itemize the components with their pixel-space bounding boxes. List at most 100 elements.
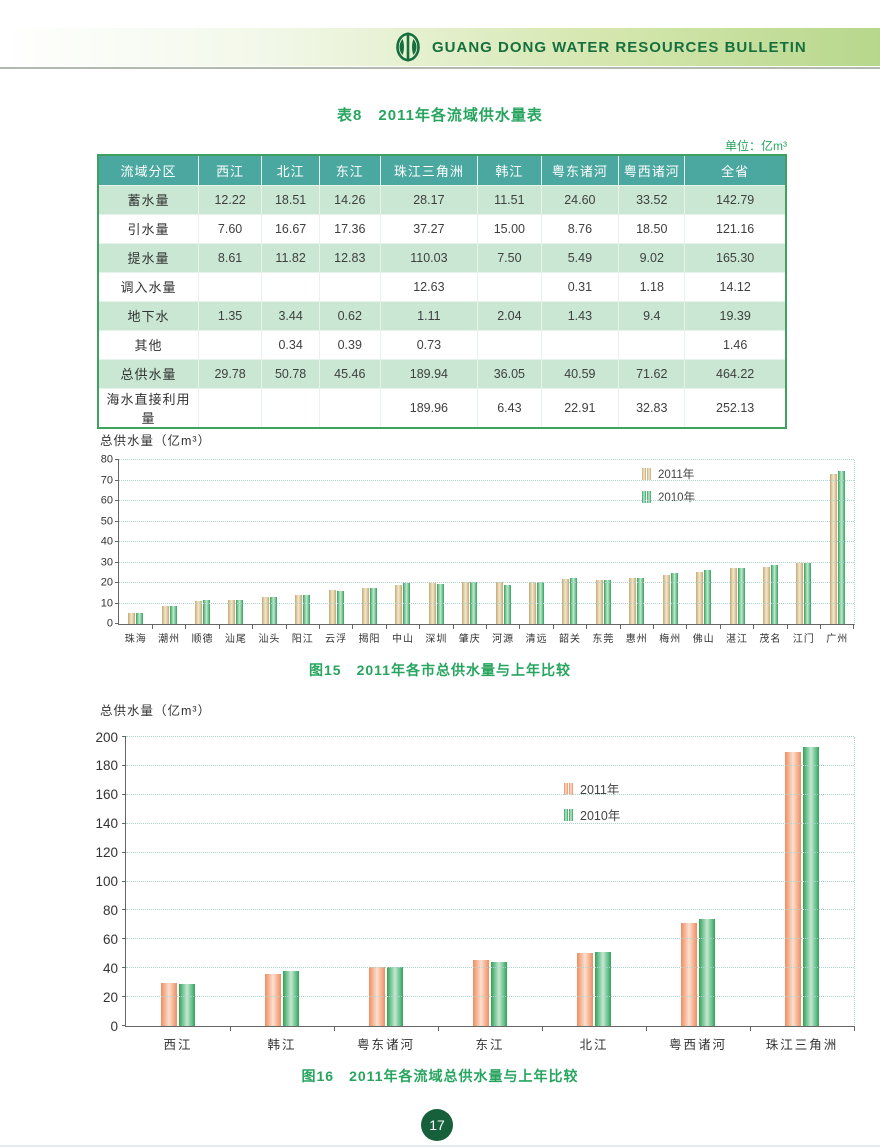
- table-row: 地下水 1.35 3.44 0.62 1.11 2.04 1.43 9.4 19.39: [97, 300, 787, 331]
- bar-2010年: [169, 605, 177, 624]
- bar-2010年: [136, 612, 144, 624]
- bar-2011年: [662, 574, 670, 624]
- legend-swatch-icon: [564, 782, 573, 795]
- table-cell: 0.31: [540, 271, 620, 302]
- column-header: 珠江三角洲: [379, 154, 479, 186]
- fig15-bars: 珠海 潮州 顺德 汕尾 汕头 阳江 云浮 揭阳 中山 深圳 肇庆 河源 清远 韶关 东莞 惠州 梅州 佛山 湛江 茂名…: [119, 460, 855, 645]
- bar-group: 粤东诸河: [334, 737, 439, 1052]
- table-cell: 0.73: [379, 329, 479, 360]
- bar-2011年: [577, 952, 593, 1026]
- column-header: 粤东诸河: [540, 154, 620, 186]
- table-cell: 464.22: [684, 358, 787, 389]
- x-axis-category-label: 粤西诸河: [668, 1038, 728, 1052]
- y-axis-tick-label: 140: [95, 815, 118, 831]
- legend-label: 2011年: [658, 469, 695, 481]
- x-axis-tick: [541, 1026, 543, 1031]
- table-cell: 3.44: [261, 300, 320, 331]
- y-axis-tick-label: 60: [102, 931, 118, 947]
- table-cell: 189.94: [379, 358, 479, 389]
- x-axis-tick: [586, 624, 588, 629]
- table-row: 海水直接利用量 189.96 6.43 22.91 32.83 252.13: [97, 387, 787, 428]
- legend-swatch-icon: [642, 468, 651, 480]
- row-label: 其他: [97, 329, 199, 360]
- fig16-plot-area: 西江 韩江 粤东诸河 东江 北江 粤西诸河 珠江三角洲 2011年 2010年 0 20 40 60…: [95, 730, 855, 1052]
- bar-2011年: [265, 973, 281, 1026]
- x-axis-tick: [252, 624, 254, 629]
- table-cell: 12.63: [379, 271, 479, 302]
- x-axis-category-label: 顺德: [191, 634, 214, 645]
- x-axis-tick: [437, 1026, 439, 1031]
- x-axis-tick: [786, 624, 788, 629]
- bar-2010年: [370, 588, 378, 624]
- table-cell: 17.36: [319, 213, 381, 244]
- bar-2010年: [637, 578, 645, 624]
- x-axis-category-label: 惠州: [625, 634, 648, 645]
- row-label: 海水直接利用量: [97, 387, 199, 428]
- legend-item-2011年: 2011年: [642, 466, 695, 482]
- bar-group: 东莞: [587, 460, 621, 645]
- table-cell: [319, 271, 381, 302]
- bar-group: 韩江: [230, 737, 335, 1052]
- gridline: [119, 500, 854, 501]
- x-axis-category-label: 韶关: [558, 634, 581, 645]
- table-cell: 142.79: [684, 184, 787, 215]
- table-unit-label: 单位：亿m³: [725, 139, 787, 153]
- x-axis-category-label: 北江: [579, 1038, 609, 1052]
- x-axis-tick: [333, 1026, 335, 1031]
- gridline: [119, 520, 854, 522]
- legend-label: 2011年: [580, 783, 620, 797]
- y-axis-tick: [115, 520, 119, 522]
- table-cell: 22.91: [540, 387, 620, 428]
- table-cell: 7.50: [477, 242, 542, 273]
- bar-2010年: [770, 564, 778, 624]
- table-cell: 7.60: [197, 213, 263, 244]
- table-cell: 8.61: [197, 242, 263, 273]
- y-axis-tick-label: 70: [100, 474, 113, 486]
- table-cell: 0.62: [319, 300, 381, 331]
- column-header: 西江: [197, 154, 263, 186]
- x-axis-category-label: 清远: [525, 634, 548, 645]
- table-cell: 9.4: [618, 300, 686, 331]
- bar-2011年: [295, 595, 303, 624]
- gridline: [126, 851, 854, 853]
- table-cell: 252.13: [684, 387, 787, 428]
- bar-2010年: [603, 580, 611, 624]
- bar-group: 汕尾: [219, 460, 254, 645]
- x-axis-category-label: 江门: [792, 634, 815, 645]
- bar-2010年: [804, 562, 812, 624]
- x-axis-category-label: 汕头: [258, 634, 281, 645]
- bar-group: 揭阳: [353, 460, 387, 645]
- bar-group: 广州: [821, 460, 855, 645]
- x-axis-category-label: 东莞: [592, 634, 615, 645]
- table-cell: [618, 329, 686, 360]
- page-bottom-rule: [0, 1145, 880, 1147]
- bar-2011年: [681, 922, 697, 1026]
- table-cell: 37.27: [379, 213, 479, 244]
- table-cell: 12.22: [197, 184, 263, 215]
- x-axis-category-label: 中山: [391, 634, 414, 645]
- x-axis-tick: [385, 624, 387, 629]
- column-header: 流域分区: [97, 154, 199, 186]
- table-row: 调入水量 12.63 0.31 1.18 14.12: [97, 271, 787, 302]
- bar-2011年: [428, 583, 436, 624]
- bar-2010年: [699, 919, 715, 1026]
- y-axis-tick: [115, 602, 119, 604]
- y-axis-tick: [115, 582, 119, 583]
- bar-2011年: [696, 572, 704, 624]
- x-axis-tick: [653, 624, 654, 629]
- gridline: [119, 459, 854, 460]
- table-cell: 1.35: [197, 300, 263, 331]
- fig16-legend: 2011年 2010年: [564, 779, 620, 824]
- bar-group: 潮州: [152, 460, 187, 645]
- gridline: [126, 880, 854, 882]
- x-axis-category-label: 佛山: [692, 634, 715, 645]
- y-axis-tick-label: 0: [110, 1018, 118, 1034]
- bar-group: 湛江: [720, 460, 755, 645]
- table-cell: 11.51: [477, 184, 542, 215]
- bar-2010年: [670, 573, 678, 624]
- page-number-badge: 17: [421, 1109, 453, 1141]
- x-axis-category-label: 肇庆: [458, 634, 481, 645]
- table-cell: 0.34: [261, 329, 320, 360]
- table-row: 总供水量 29.78 50.78 45.46 189.94 36.05 40.59 71.62…: [97, 358, 787, 389]
- fig15-bar-chart: 总供水量（亿m³） 珠海 潮州 顺德 汕尾 汕头 阳江 云浮 揭阳 中山 深圳 肇庆 河源 清远 韶关 东莞…: [0, 430, 880, 645]
